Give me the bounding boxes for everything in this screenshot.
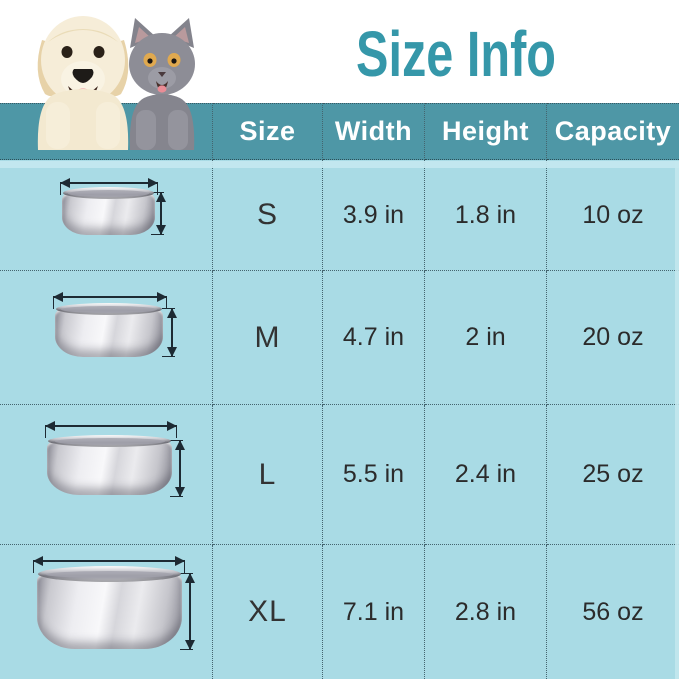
width-dimension-arrow [45,421,177,438]
header-cell-capacity: Capacity [547,103,679,160]
height-dimension-arrow [170,440,185,497]
width-dimension-arrow [60,178,158,195]
header-cell-height: Height [425,103,547,160]
size-value: L [213,405,323,545]
bowl-image-m [0,271,213,405]
bowl-image-xl [0,545,213,679]
width-value: 5.5 in [323,405,425,545]
height-value: 2.8 in [425,545,547,679]
bowl-image-l [0,405,213,545]
size-value: S [213,160,323,271]
dog-illustration [37,16,129,150]
page-title: Size Info [356,18,556,90]
height-dimension-arrow [180,573,195,650]
header-cell-width: Width [323,103,425,160]
capacity-value: 25 oz [547,405,679,545]
steel-bowl-icon [37,566,182,649]
bowl-image-s [0,160,213,271]
height-dimension-arrow [151,192,166,235]
height-dimension-arrow [162,308,177,357]
steel-bowl-icon [55,303,163,357]
steel-bowl-icon [62,187,155,235]
size-value: XL [213,545,323,679]
width-dimension-arrow [53,292,167,309]
width-value: 3.9 in [323,160,425,271]
width-value: 7.1 in [323,545,425,679]
capacity-value: 56 oz [582,597,644,626]
size-value: M [213,271,323,405]
height-value: 2.4 in [425,405,547,545]
capacity-value: 20 oz [547,271,679,405]
width-dimension-arrow [33,556,185,573]
cat-illustration [129,18,195,150]
height-value: 2 in [425,271,547,405]
steel-bowl-icon [47,435,172,495]
pets-photo [37,16,195,150]
header-cell-size: Size [213,103,323,160]
capacity-value: 10 oz [547,160,679,271]
width-value: 4.7 in [323,271,425,405]
height-value: 1.8 in [425,160,547,271]
size-table: Size Width Height Capacity S 3.9 in 1.8 … [0,103,679,679]
